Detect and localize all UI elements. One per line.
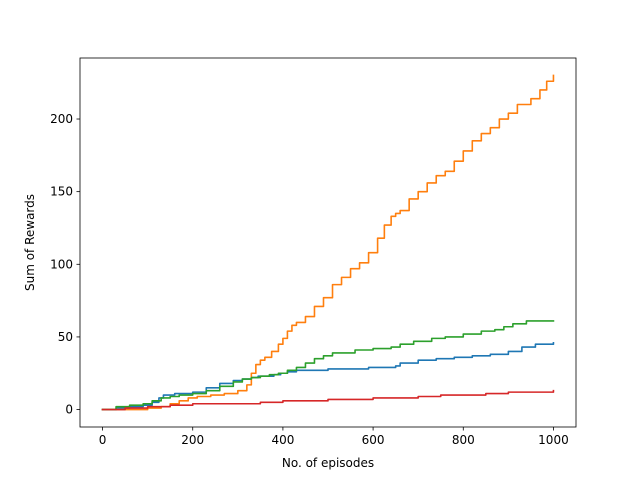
y-axis-label: Sum of Rewards [23, 194, 37, 291]
y-tick-label: 100 [50, 257, 73, 271]
y-tick-label: 200 [50, 112, 73, 126]
y-tick-label: 50 [58, 330, 73, 344]
y-tick-label: 0 [65, 403, 73, 417]
y-axis-ticks: 0 50 100 150 200 [50, 112, 80, 417]
series-line-4 [101, 389, 555, 411]
x-tick-label: 200 [181, 433, 204, 447]
plot-area [80, 58, 576, 427]
x-tick-label: 400 [271, 433, 294, 447]
series-layer [101, 74, 555, 411]
plot-frame [79, 57, 577, 428]
series-line-3 [101, 320, 555, 411]
series-line-2 [101, 74, 555, 411]
x-tick-label: 800 [452, 433, 475, 447]
x-axis-ticks: 0 200 400 600 800 1000 [99, 427, 569, 447]
x-axis-label: No. of episodes [282, 456, 374, 470]
x-tick-label: 1000 [538, 433, 569, 447]
x-tick-label: 0 [99, 433, 107, 447]
x-tick-label: 600 [362, 433, 385, 447]
y-tick-label: 150 [50, 185, 73, 199]
